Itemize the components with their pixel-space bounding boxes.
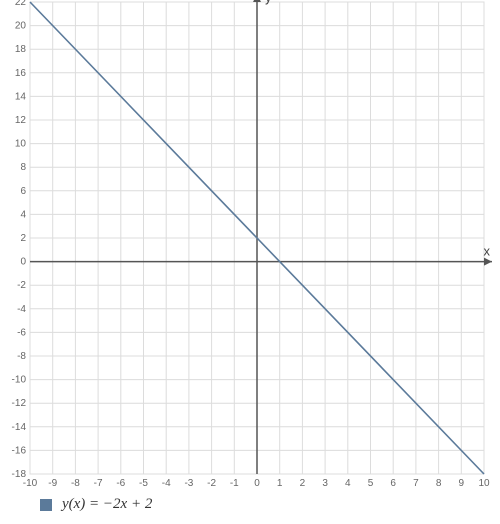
svg-text:3: 3 — [322, 478, 328, 489]
legend-swatch — [40, 499, 52, 511]
svg-text:-12: -12 — [12, 398, 27, 409]
svg-text:-8: -8 — [17, 351, 26, 362]
legend: y(x) = −2x + 2 — [0, 490, 500, 513]
svg-text:6: 6 — [390, 478, 396, 489]
svg-text:-8: -8 — [71, 478, 80, 489]
svg-text:4: 4 — [345, 478, 351, 489]
svg-text:y: y — [265, 0, 272, 5]
svg-text:2: 2 — [20, 233, 26, 244]
svg-text:1: 1 — [277, 478, 283, 489]
svg-text:6: 6 — [20, 186, 26, 197]
svg-text:5: 5 — [368, 478, 374, 489]
svg-text:-3: -3 — [184, 478, 193, 489]
svg-text:-2: -2 — [207, 478, 216, 489]
svg-text:-4: -4 — [162, 478, 171, 489]
svg-text:10: 10 — [478, 478, 490, 489]
svg-text:22: 22 — [15, 0, 27, 8]
svg-text:12: 12 — [15, 115, 27, 126]
svg-text:7: 7 — [413, 478, 419, 489]
legend-label: y(x) = −2x + 2 — [62, 496, 152, 513]
svg-text:x: x — [484, 244, 491, 259]
chart-container: -10-9-8-7-6-5-4-3-2-1012345678910-18-16-… — [0, 0, 500, 524]
svg-text:-10: -10 — [12, 375, 27, 386]
svg-text:-6: -6 — [17, 327, 26, 338]
svg-text:8: 8 — [20, 162, 26, 173]
svg-text:-4: -4 — [17, 304, 26, 315]
svg-text:-1: -1 — [230, 478, 239, 489]
svg-text:-2: -2 — [17, 280, 26, 291]
svg-text:-18: -18 — [12, 469, 27, 480]
svg-text:-14: -14 — [12, 422, 27, 433]
svg-text:0: 0 — [20, 257, 26, 268]
svg-text:2: 2 — [300, 478, 306, 489]
svg-text:-9: -9 — [48, 478, 57, 489]
svg-text:18: 18 — [15, 44, 27, 55]
svg-text:14: 14 — [15, 91, 27, 102]
svg-text:-5: -5 — [139, 478, 148, 489]
svg-text:0: 0 — [254, 478, 260, 489]
svg-text:9: 9 — [459, 478, 465, 489]
svg-text:16: 16 — [15, 68, 27, 79]
svg-text:-16: -16 — [12, 445, 27, 456]
svg-text:10: 10 — [15, 139, 27, 150]
svg-text:8: 8 — [436, 478, 442, 489]
svg-text:-6: -6 — [116, 478, 125, 489]
svg-text:4: 4 — [20, 209, 26, 220]
line-chart: -10-9-8-7-6-5-4-3-2-1012345678910-18-16-… — [0, 0, 500, 490]
svg-text:-7: -7 — [94, 478, 103, 489]
svg-text:20: 20 — [15, 21, 27, 32]
